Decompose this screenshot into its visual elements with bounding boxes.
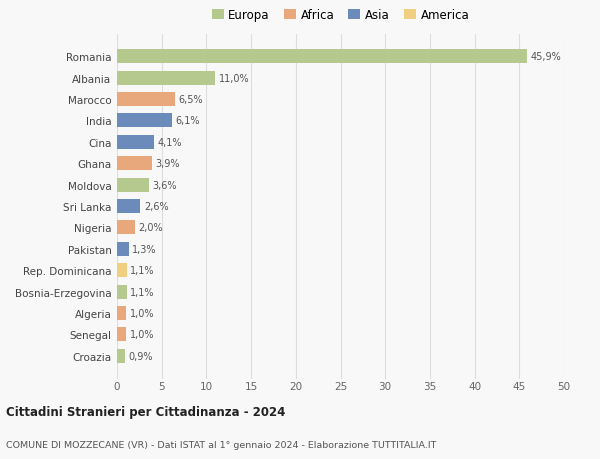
Bar — [117, 349, 125, 363]
Text: 0,9%: 0,9% — [128, 351, 153, 361]
Bar — [117, 93, 175, 106]
Bar — [117, 50, 527, 64]
Bar — [117, 178, 149, 192]
Text: 1,3%: 1,3% — [132, 244, 157, 254]
Text: 3,9%: 3,9% — [155, 159, 180, 169]
Text: 2,0%: 2,0% — [139, 223, 163, 233]
Bar — [117, 242, 128, 256]
Text: 2,6%: 2,6% — [144, 202, 169, 212]
Bar — [117, 157, 152, 171]
Text: 1,1%: 1,1% — [130, 266, 155, 275]
Text: 6,1%: 6,1% — [175, 116, 200, 126]
Text: 1,1%: 1,1% — [130, 287, 155, 297]
Bar — [117, 72, 215, 85]
Bar — [117, 285, 127, 299]
Text: 1,0%: 1,0% — [130, 308, 154, 319]
Bar — [117, 328, 126, 341]
Bar — [117, 114, 172, 128]
Bar — [117, 307, 126, 320]
Text: 11,0%: 11,0% — [219, 73, 250, 84]
Bar — [117, 135, 154, 150]
Text: 6,5%: 6,5% — [179, 95, 203, 105]
Bar — [117, 263, 127, 278]
Text: Cittadini Stranieri per Cittadinanza - 2024: Cittadini Stranieri per Cittadinanza - 2… — [6, 405, 286, 419]
Bar — [117, 200, 140, 213]
Bar — [117, 221, 135, 235]
Text: 4,1%: 4,1% — [157, 138, 182, 147]
Text: 45,9%: 45,9% — [531, 52, 562, 62]
Text: 3,6%: 3,6% — [153, 180, 177, 190]
Legend: Europa, Africa, Asia, America: Europa, Africa, Asia, America — [212, 9, 469, 22]
Text: COMUNE DI MOZZECANE (VR) - Dati ISTAT al 1° gennaio 2024 - Elaborazione TUTTITAL: COMUNE DI MOZZECANE (VR) - Dati ISTAT al… — [6, 441, 436, 449]
Text: 1,0%: 1,0% — [130, 330, 154, 340]
